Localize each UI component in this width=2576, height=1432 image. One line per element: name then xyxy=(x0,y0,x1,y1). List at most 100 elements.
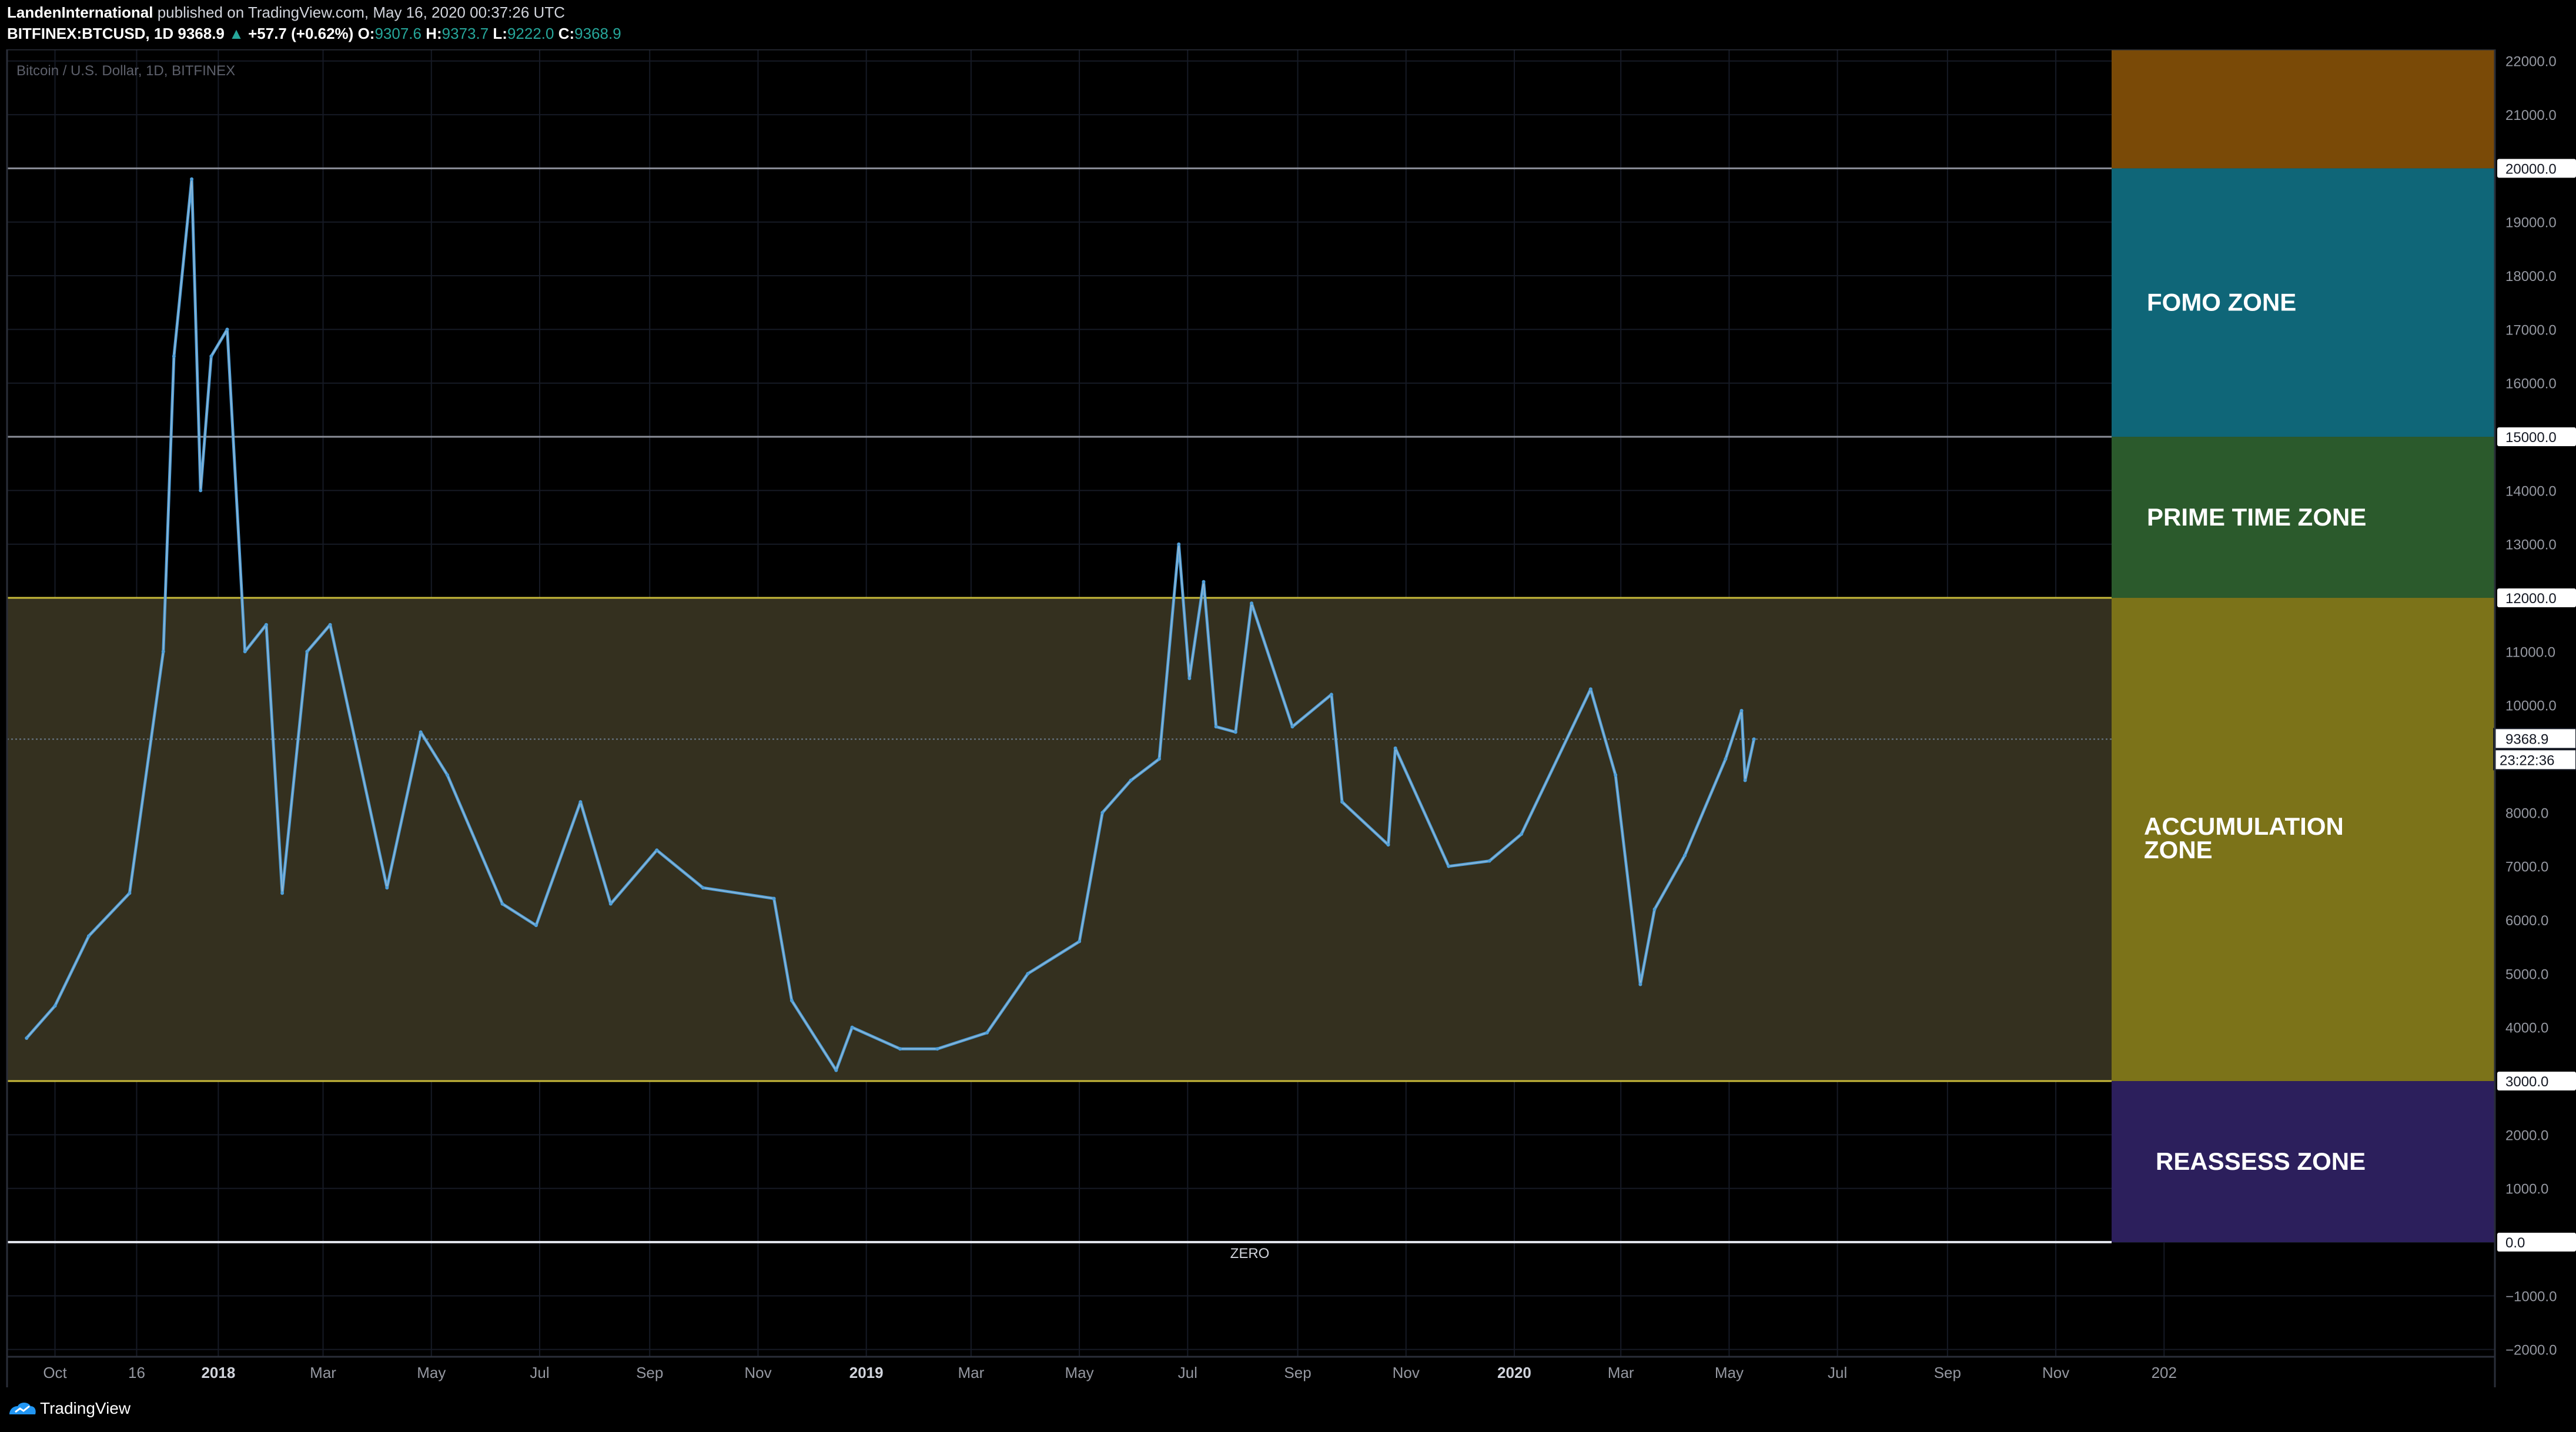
time-tick-label: May xyxy=(1065,1364,1094,1381)
price-point xyxy=(1752,737,1756,741)
zone-box-reassess xyxy=(2112,1081,2495,1242)
level-badge-label: 0.0 xyxy=(2505,1235,2525,1251)
price-tick-label: 17000.0 xyxy=(2505,322,2557,338)
price-point xyxy=(655,848,659,852)
price-point xyxy=(280,891,285,895)
price-point xyxy=(1386,843,1390,847)
price-point xyxy=(1290,725,1294,729)
open-value: 9307.6 xyxy=(374,25,421,42)
price-point xyxy=(199,489,203,493)
price-tick-label: 2000.0 xyxy=(2505,1127,2548,1143)
zone-label-reassess: REASSESS ZONE xyxy=(2156,1147,2366,1175)
zone-box-fomo xyxy=(2112,168,2495,437)
tradingview-brand[interactable]: TradingView xyxy=(40,1399,131,1417)
time-tick-label: Nov xyxy=(2042,1364,2069,1381)
price-tick-label: −1000.0 xyxy=(2505,1289,2557,1304)
price-point xyxy=(935,1047,939,1051)
price-tick-label: 8000.0 xyxy=(2505,805,2548,821)
level-badge-label: 12000.0 xyxy=(2505,591,2557,607)
price-tick-label: 18000.0 xyxy=(2505,269,2557,285)
price-tick-label: 1000.0 xyxy=(2505,1182,2548,1197)
time-tick-label: Nov xyxy=(744,1364,771,1381)
price-point xyxy=(328,623,332,627)
time-tick-label: Sep xyxy=(1934,1364,1961,1381)
price-point xyxy=(190,177,194,181)
price-point xyxy=(1638,982,1642,986)
price-point xyxy=(578,800,583,804)
time-axis[interactable]: Oct 16 2018 Mar May Jul Sep Nov 2019 Mar May Jul Sep… xyxy=(43,1364,2177,1381)
time-tick-label: Oct xyxy=(43,1364,67,1381)
chart-title: Bitcoin / U.S. Dollar, 1D, BITFINEX xyxy=(16,63,235,79)
change-value: +57.7 (+0.62%) xyxy=(248,25,354,42)
price-tick-label: 7000.0 xyxy=(2505,859,2548,875)
price-point xyxy=(1447,864,1451,868)
price-point xyxy=(385,886,389,890)
zone-box-accumulation xyxy=(2112,598,2495,1082)
price-tick-label: 21000.0 xyxy=(2505,108,2557,123)
zone-box-top xyxy=(2112,34,2495,169)
price-point xyxy=(1202,580,1206,584)
price-point xyxy=(86,934,91,938)
chart-area[interactable]: FOMO ZONE PRIME TIME ZONE ACCUMULATION ZONE… xyxy=(0,34,2576,1387)
high-label: H: xyxy=(426,25,442,42)
price-point xyxy=(445,773,449,777)
price-tick-label: 5000.0 xyxy=(2505,966,2548,982)
price-point xyxy=(1743,778,1747,782)
price-axis[interactable]: 22000.0 21000.0 19000.0 18000.0 17000.0 16000… xyxy=(2493,54,2576,1359)
countdown-badge[interactable] xyxy=(2493,749,2576,771)
time-tick-label: Mar xyxy=(310,1364,336,1381)
low-label: L: xyxy=(493,25,507,42)
time-tick-label: Nov xyxy=(1393,1364,1420,1381)
price-point xyxy=(534,924,538,928)
publication-info: LandenInternational published on Trading… xyxy=(7,4,565,22)
tradingview-logo-icon[interactable] xyxy=(7,1399,38,1418)
time-tick-label: 2019 xyxy=(849,1364,884,1381)
time-tick-label: May xyxy=(1715,1364,1744,1381)
time-tick-label: Jul xyxy=(530,1364,549,1381)
level-badge-label: 3000.0 xyxy=(2505,1074,2548,1090)
level-badge-label: 20000.0 xyxy=(2505,161,2557,177)
ohlc-legend: BITFINEX:BTCUSD, 1D 9368.9 ▲ +57.7 (+0.6… xyxy=(7,25,621,43)
price-point xyxy=(500,902,504,906)
time-tick-label: 202 xyxy=(2152,1364,2177,1381)
author-name[interactable]: LandenInternational xyxy=(7,4,153,21)
price-point xyxy=(264,623,268,627)
time-tick-label: 2018 xyxy=(201,1364,235,1381)
level-lines xyxy=(7,167,2495,1243)
price-tick-label: 16000.0 xyxy=(2505,376,2557,392)
level-badge[interactable] xyxy=(2497,1233,2576,1252)
price-point xyxy=(225,327,229,332)
symbol-label[interactable]: BITFINEX:BTCUSD, 1D xyxy=(7,25,174,42)
level-badge[interactable] xyxy=(2497,588,2576,608)
price-point xyxy=(1652,907,1657,911)
high-value: 9373.7 xyxy=(441,25,489,42)
price-point xyxy=(1214,725,1218,729)
time-tick-label: Mar xyxy=(1608,1364,1634,1381)
time-tick-label: May xyxy=(417,1364,446,1381)
accumulation-band xyxy=(7,598,2112,1082)
level-badge[interactable] xyxy=(2497,1072,2576,1091)
level-badge[interactable] xyxy=(2497,427,2576,447)
price-point xyxy=(161,650,165,654)
time-tick-label: 2020 xyxy=(1497,1364,1531,1381)
price-chart[interactable]: FOMO ZONE PRIME TIME ZONE ACCUMULATION ZONE… xyxy=(0,34,2576,1387)
price-point xyxy=(25,1036,29,1040)
price-point xyxy=(1520,832,1524,836)
close-label: C: xyxy=(558,25,575,42)
price-point xyxy=(1724,757,1728,761)
price-tick-label: 6000.0 xyxy=(2505,913,2548,929)
price-point xyxy=(701,886,705,890)
low-value: 9222.0 xyxy=(507,25,554,42)
price-point xyxy=(898,1047,902,1051)
countdown-label: 23:22:36 xyxy=(2500,752,2554,768)
level-badge[interactable] xyxy=(2497,159,2576,178)
price-point xyxy=(608,902,613,906)
time-tick-label: Sep xyxy=(1284,1364,1311,1381)
price-series xyxy=(25,177,1756,1072)
price-point xyxy=(1233,730,1237,734)
zone-legend: FOMO ZONE PRIME TIME ZONE ACCUMULATION ZONE… xyxy=(2112,34,2495,1242)
price-point xyxy=(1739,708,1744,712)
last-price-badge[interactable] xyxy=(2493,728,2576,750)
price-point xyxy=(172,354,176,359)
price-tick-label: 11000.0 xyxy=(2505,644,2555,660)
